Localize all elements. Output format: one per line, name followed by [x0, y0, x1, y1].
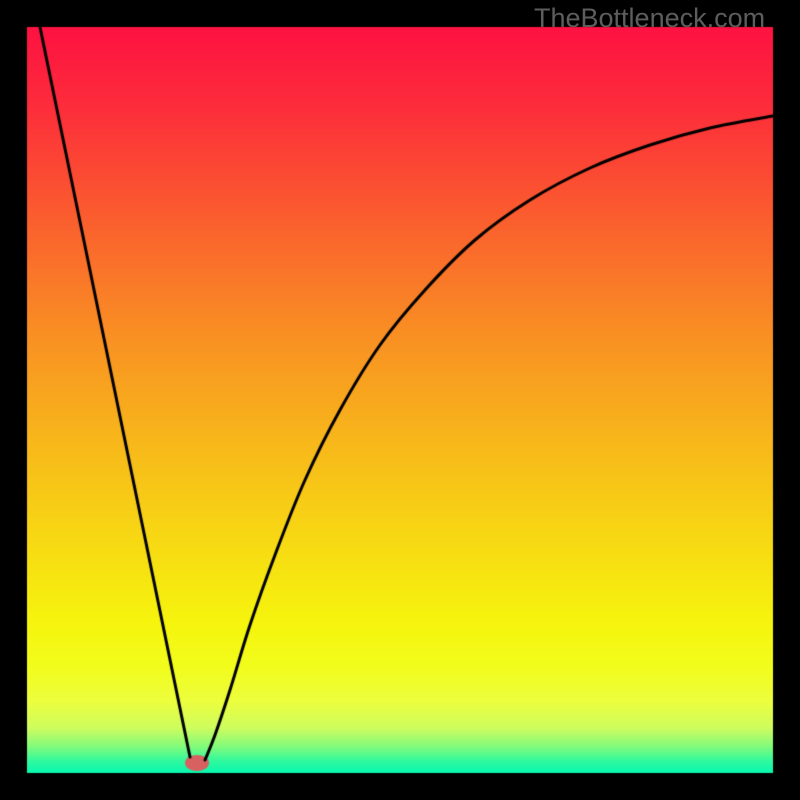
- watermark-text: TheBottleneck.com: [534, 3, 765, 34]
- curve-overlay-canvas: [0, 0, 800, 800]
- chart-stage: TheBottleneck.com: [0, 0, 800, 800]
